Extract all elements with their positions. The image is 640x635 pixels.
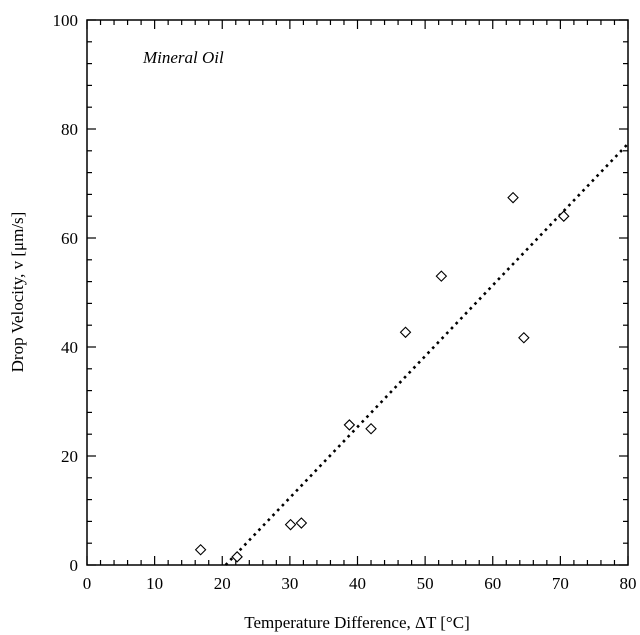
x-tick-label: 40	[349, 574, 366, 593]
y-tick-label: 80	[61, 120, 78, 139]
x-tick-label: 30	[281, 574, 298, 593]
y-tick-label: 60	[61, 229, 78, 248]
data-point	[557, 210, 570, 222]
y-tick-label: 0	[70, 556, 79, 575]
data-point	[518, 331, 530, 344]
data-point	[295, 517, 308, 529]
x-tick-label: 50	[417, 574, 434, 593]
plot-frame	[86, 19, 629, 566]
tick-labels: 0 10 20 30 40 50 60 70 80 0 20 40 60 80 100	[53, 11, 637, 593]
x-tick-label: 10	[146, 574, 163, 593]
data-point	[399, 326, 412, 339]
data-points	[194, 191, 570, 563]
data-point	[343, 419, 356, 431]
axis-ticks	[86, 19, 629, 566]
annotation-label: Mineral Oil	[142, 48, 224, 67]
x-tick-label: 20	[214, 574, 231, 593]
data-point	[194, 543, 207, 556]
y-tick-label: 20	[61, 447, 78, 466]
data-point	[507, 191, 519, 204]
x-tick-label: 0	[83, 574, 92, 593]
y-tick-label: 40	[61, 338, 78, 357]
data-point	[435, 270, 448, 282]
data-point	[284, 518, 297, 531]
x-tick-label: 80	[620, 574, 637, 593]
data-point	[365, 422, 377, 435]
y-tick-label: 100	[53, 11, 79, 30]
data-point	[231, 551, 243, 563]
x-axis-title: Temperature Difference, ΔT [°C]	[244, 613, 469, 632]
x-tick-label: 60	[484, 574, 501, 593]
fit-line	[224, 142, 629, 566]
x-tick-label: 70	[552, 574, 569, 593]
y-axis-title: Drop Velocity, v [μm/s]	[8, 212, 27, 373]
